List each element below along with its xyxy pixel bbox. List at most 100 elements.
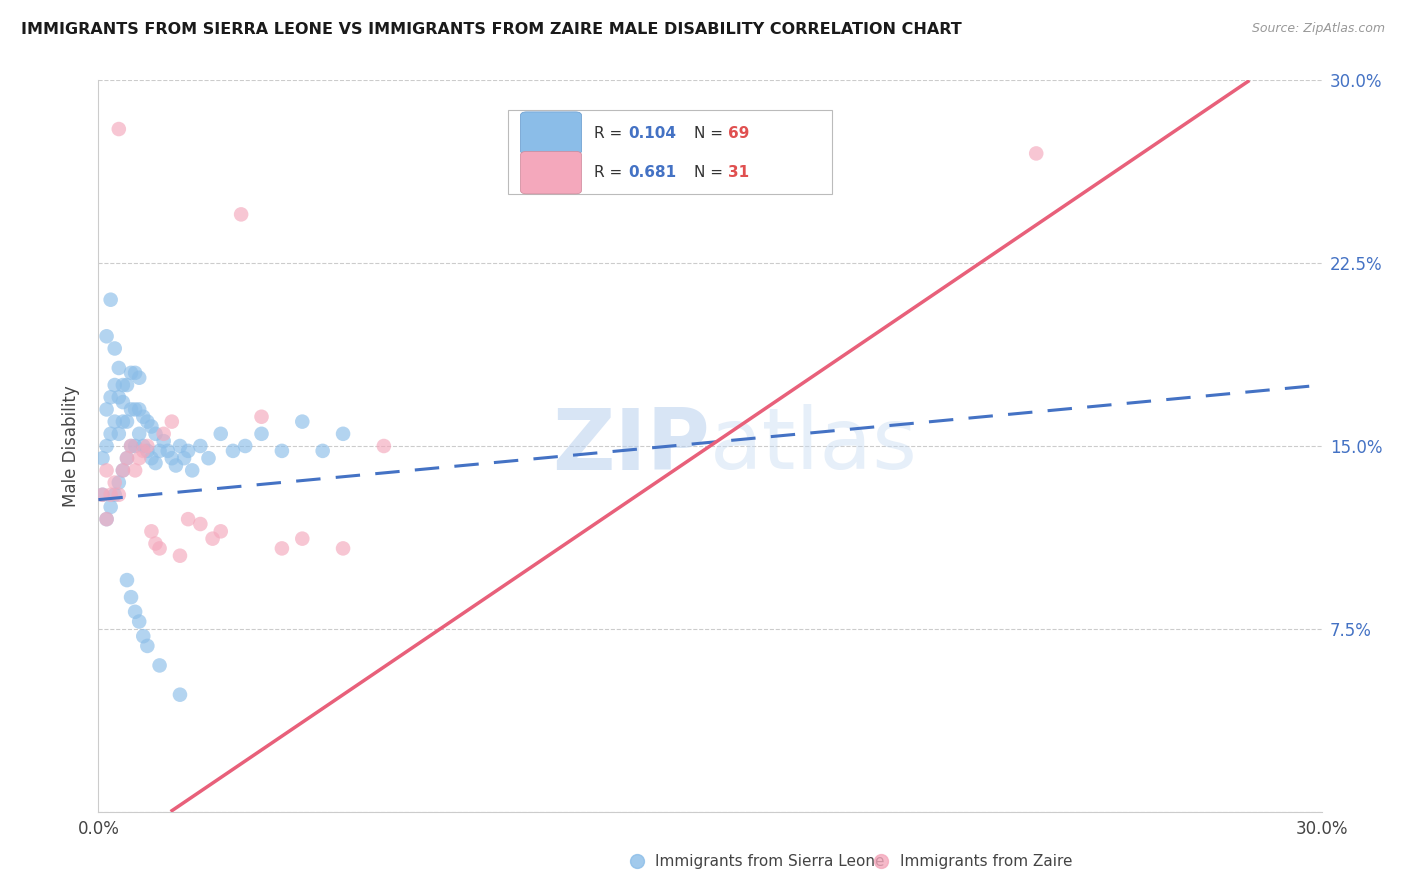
Point — [312, 443, 335, 458]
Point — [100, 293, 122, 307]
Point — [173, 451, 195, 466]
Point — [188, 516, 212, 531]
Point — [128, 370, 150, 384]
Point — [149, 658, 172, 673]
Point — [120, 366, 142, 380]
Point — [96, 463, 118, 477]
Point — [100, 500, 122, 514]
Point — [250, 426, 273, 441]
Point — [108, 426, 131, 441]
Point — [201, 532, 224, 546]
Point — [128, 426, 150, 441]
Point — [91, 488, 114, 502]
Point — [270, 443, 294, 458]
Point — [132, 439, 155, 453]
Point — [100, 390, 122, 404]
Point — [136, 443, 159, 458]
Point — [149, 443, 172, 458]
Point — [222, 443, 245, 458]
Point — [169, 439, 191, 453]
Text: Source: ZipAtlas.com: Source: ZipAtlas.com — [1251, 22, 1385, 36]
Point — [108, 488, 131, 502]
Bar — [508, 110, 832, 194]
Point — [96, 512, 118, 526]
Point — [145, 536, 167, 550]
Point — [141, 524, 163, 539]
Point — [197, 451, 219, 466]
Point — [136, 639, 159, 653]
Point — [233, 439, 256, 453]
Text: Immigrants from Sierra Leone: Immigrants from Sierra Leone — [655, 854, 884, 869]
Point — [181, 463, 204, 477]
Point — [111, 463, 134, 477]
Point — [250, 409, 273, 424]
Point — [120, 590, 142, 604]
Point — [145, 456, 167, 470]
Point — [111, 378, 134, 392]
Point — [132, 409, 155, 424]
Point — [111, 415, 134, 429]
Point — [91, 451, 114, 466]
Point — [132, 443, 155, 458]
Point — [132, 629, 155, 643]
Point — [136, 415, 159, 429]
Point — [91, 488, 114, 502]
Point — [128, 402, 150, 417]
Point — [160, 415, 183, 429]
Point — [177, 512, 200, 526]
Point — [96, 329, 118, 343]
Point — [332, 541, 354, 556]
Point — [231, 207, 253, 221]
Point — [141, 451, 163, 466]
Point — [104, 488, 127, 502]
Point — [100, 488, 122, 502]
Point — [100, 426, 122, 441]
Text: 0.104: 0.104 — [628, 126, 676, 141]
Point — [188, 439, 212, 453]
Point — [108, 361, 131, 376]
Text: ZIP: ZIP — [553, 404, 710, 488]
Point — [1025, 146, 1047, 161]
Point — [165, 458, 187, 473]
Point — [124, 366, 146, 380]
Point — [104, 475, 127, 490]
Point — [291, 532, 314, 546]
Point — [120, 439, 142, 453]
Text: 0.681: 0.681 — [628, 165, 676, 180]
Point — [128, 451, 150, 466]
Point — [96, 402, 118, 417]
Point — [124, 402, 146, 417]
Text: R =: R = — [593, 126, 627, 141]
Text: N =: N = — [695, 165, 728, 180]
Point — [136, 439, 159, 453]
Point — [124, 439, 146, 453]
Point — [156, 443, 179, 458]
Text: atlas: atlas — [710, 404, 918, 488]
Point — [209, 524, 232, 539]
Point — [141, 419, 163, 434]
Point — [96, 439, 118, 453]
Text: IMMIGRANTS FROM SIERRA LEONE VS IMMIGRANTS FROM ZAIRE MALE DISABILITY CORRELATIO: IMMIGRANTS FROM SIERRA LEONE VS IMMIGRAN… — [21, 22, 962, 37]
Point — [152, 426, 174, 441]
Text: Immigrants from Zaire: Immigrants from Zaire — [900, 854, 1073, 869]
Point — [115, 378, 138, 392]
Y-axis label: Male Disability: Male Disability — [62, 385, 80, 507]
Point — [332, 426, 354, 441]
Point — [145, 426, 167, 441]
Point — [160, 451, 183, 466]
Point — [270, 541, 294, 556]
Text: 31: 31 — [728, 165, 749, 180]
Point — [104, 342, 127, 356]
Point — [111, 395, 134, 409]
Point — [120, 402, 142, 417]
Point — [124, 463, 146, 477]
FancyBboxPatch shape — [520, 152, 582, 194]
Point — [115, 415, 138, 429]
Point — [104, 378, 127, 392]
Point — [120, 439, 142, 453]
Point — [96, 512, 118, 526]
Point — [373, 439, 395, 453]
Point — [149, 541, 172, 556]
Point — [108, 475, 131, 490]
Point — [124, 605, 146, 619]
